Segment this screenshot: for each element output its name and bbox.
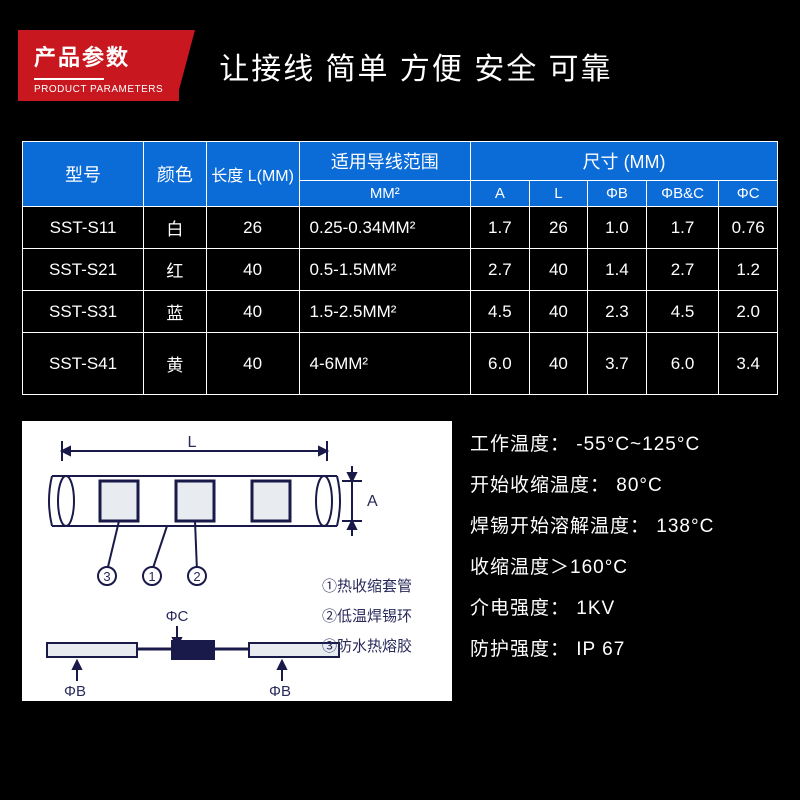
cell-range: 0.5-1.5MM² bbox=[299, 249, 471, 291]
cell-l: 40 bbox=[529, 249, 588, 291]
th-model: 型号 bbox=[23, 142, 144, 207]
cell-a: 4.5 bbox=[471, 291, 530, 333]
cell-length: 40 bbox=[206, 249, 299, 291]
legend-3: ③防水热熔胶 bbox=[322, 638, 412, 655]
cell-model: SST-S21 bbox=[23, 249, 144, 291]
spec-line: 工作温度： -55°C~125°C bbox=[470, 429, 778, 456]
table-row: SST-S21 红 40 0.5-1.5MM² 2.7 40 1.4 2.7 1… bbox=[23, 249, 778, 291]
callout-1: 1 bbox=[148, 569, 155, 584]
callout-3: 3 bbox=[103, 569, 110, 584]
cell-phib: 1.0 bbox=[588, 207, 647, 249]
spec-table: 型号 颜色 长度 L(MM) 适用导线范围 尺寸 (MM) MM² A L ΦB… bbox=[22, 141, 778, 395]
section-badge: 产品参数 PRODUCT PARAMETERS bbox=[18, 30, 179, 101]
cell-model: SST-S41 bbox=[23, 333, 144, 395]
spec-line: 防护强度： IP 67 bbox=[470, 634, 778, 661]
th-dim-phib: ΦB bbox=[588, 181, 647, 207]
tagline: 让接线 简单 方便 安全 可靠 bbox=[219, 44, 612, 88]
legend-2: ②低温焊锡环 bbox=[322, 608, 412, 625]
label-phiB-left: ΦB bbox=[64, 683, 86, 700]
cell-range: 1.5-2.5MM² bbox=[299, 291, 471, 333]
badge-title-cn: 产品参数 bbox=[34, 40, 163, 72]
spec-list: 工作温度： -55°C~125°C 开始收缩温度： 80°C 焊锡开始溶解温度：… bbox=[470, 421, 778, 701]
cell-length: 40 bbox=[206, 291, 299, 333]
spec-line: 介电强度： 1KV bbox=[470, 593, 778, 620]
cell-color: 红 bbox=[144, 249, 207, 291]
cell-l: 40 bbox=[529, 333, 588, 395]
th-range-sub: MM² bbox=[299, 181, 471, 207]
cell-phibc: 4.5 bbox=[646, 291, 719, 333]
label-phiC: ΦC bbox=[166, 608, 189, 625]
header: 产品参数 PRODUCT PARAMETERS 让接线 简单 方便 安全 可靠 bbox=[0, 0, 800, 131]
cell-range: 0.25-0.34MM² bbox=[299, 207, 471, 249]
cell-l: 26 bbox=[529, 207, 588, 249]
cell-phic: 1.2 bbox=[719, 249, 778, 291]
cell-phib: 3.7 bbox=[588, 333, 647, 395]
th-dimensions: 尺寸 (MM) bbox=[471, 142, 778, 181]
cell-model: SST-S31 bbox=[23, 291, 144, 333]
cell-a: 1.7 bbox=[471, 207, 530, 249]
cell-a: 2.7 bbox=[471, 249, 530, 291]
cell-phic: 2.0 bbox=[719, 291, 778, 333]
spec-line: 开始收缩温度： 80°C bbox=[470, 470, 778, 497]
callout-2: 2 bbox=[193, 569, 200, 584]
th-range: 适用导线范围 bbox=[299, 142, 471, 181]
th-color: 颜色 bbox=[144, 142, 207, 207]
cell-phib: 2.3 bbox=[588, 291, 647, 333]
cell-color: 白 bbox=[144, 207, 207, 249]
label-A: A bbox=[367, 493, 378, 510]
cell-a: 6.0 bbox=[471, 333, 530, 395]
th-length: 长度 L(MM) bbox=[206, 142, 299, 207]
cell-l: 40 bbox=[529, 291, 588, 333]
cell-model: SST-S11 bbox=[23, 207, 144, 249]
table-row: SST-S31 蓝 40 1.5-2.5MM² 4.5 40 2.3 4.5 2… bbox=[23, 291, 778, 333]
cell-color: 蓝 bbox=[144, 291, 207, 333]
legend-1: ①热收缩套管 bbox=[322, 578, 412, 595]
product-diagram: L A bbox=[22, 421, 452, 701]
cell-length: 40 bbox=[206, 333, 299, 395]
label-L: L bbox=[188, 434, 197, 451]
spec-line: 收缩温度＞160°C bbox=[470, 552, 778, 579]
badge-title-en: PRODUCT PARAMETERS bbox=[34, 84, 163, 95]
cell-phibc: 2.7 bbox=[646, 249, 719, 291]
cell-color: 黄 bbox=[144, 333, 207, 395]
table-row: SST-S41 黄 40 4-6MM² 6.0 40 3.7 6.0 3.4 bbox=[23, 333, 778, 395]
th-dim-a: A bbox=[471, 181, 530, 207]
table-row: SST-S11 白 26 0.25-0.34MM² 1.7 26 1.0 1.7… bbox=[23, 207, 778, 249]
cell-phibc: 6.0 bbox=[646, 333, 719, 395]
cell-phic: 0.76 bbox=[719, 207, 778, 249]
spec-table-wrap: 型号 颜色 长度 L(MM) 适用导线范围 尺寸 (MM) MM² A L ΦB… bbox=[22, 141, 778, 395]
diagram-svg: L A bbox=[22, 421, 452, 701]
cell-length: 26 bbox=[206, 207, 299, 249]
cell-phibc: 1.7 bbox=[646, 207, 719, 249]
cell-phic: 3.4 bbox=[719, 333, 778, 395]
cell-phib: 1.4 bbox=[588, 249, 647, 291]
th-dim-phic: ΦC bbox=[719, 181, 778, 207]
bottom-section: L A bbox=[22, 421, 778, 701]
badge-underline bbox=[34, 78, 104, 80]
spec-table-body: SST-S11 白 26 0.25-0.34MM² 1.7 26 1.0 1.7… bbox=[23, 207, 778, 395]
cell-range: 4-6MM² bbox=[299, 333, 471, 395]
th-dim-phibc: ΦB&C bbox=[646, 181, 719, 207]
spec-line: 焊锡开始溶解温度： 138°C bbox=[470, 511, 778, 538]
th-dim-l: L bbox=[529, 181, 588, 207]
label-phiB-right: ΦB bbox=[269, 683, 291, 700]
